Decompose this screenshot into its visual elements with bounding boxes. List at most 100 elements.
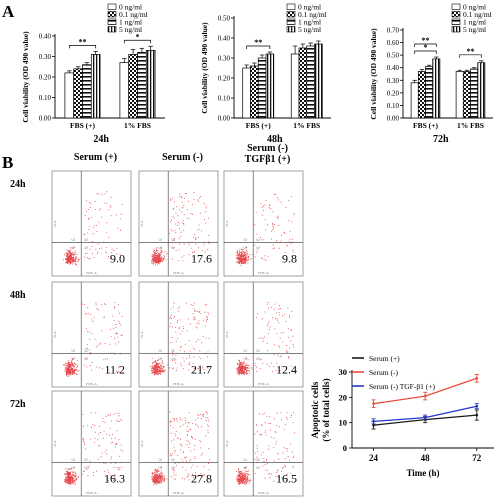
bar	[250, 65, 259, 119]
quadrant-label: Q3	[84, 465, 88, 469]
legend-swatch	[451, 26, 461, 33]
flow-dots	[149, 302, 210, 376]
quadrant-label: Q4	[159, 465, 163, 469]
bar-chart-24h: 0 ng/ml0.1 ng/ml1 ng/ml5 ng/ml 0.00 0.10 0.…	[21, 2, 165, 145]
quadrant-label: Q2	[256, 348, 260, 352]
y-tick-label: 0.00	[387, 115, 400, 123]
data-point	[372, 420, 375, 423]
quadrant-label: Q2	[171, 348, 175, 352]
legend-label: 0 ng/ml	[298, 2, 321, 11]
bar	[137, 52, 147, 119]
quadrant-label: Q3	[84, 356, 88, 360]
flow-dots	[235, 193, 295, 266]
bar	[298, 47, 308, 119]
flow-cytometry-grid: Serum (+) Serum (-)Serum (-)TGFβ1 (+)24h4…	[10, 143, 304, 497]
flow-dots	[236, 302, 294, 376]
bar	[314, 43, 323, 119]
flow-y-axis-label: PI-A	[53, 331, 57, 338]
data-point	[423, 394, 427, 398]
legend-label: 1 ng/ml	[119, 17, 142, 26]
legend-label: 5 ng/ml	[119, 25, 142, 34]
bar-chart-72h: 0 ng/ml0.1 ng/ml1 ng/ml5 ng/ml 0.00 0.10 0.…	[369, 2, 493, 145]
data-point	[372, 423, 375, 427]
significance-label: **	[79, 37, 87, 46]
flow-y-axis-label: PI-A	[53, 440, 57, 447]
legend-swatch	[107, 18, 117, 25]
quadrant-label: Q3	[256, 356, 260, 360]
category-label: FBS (+)	[246, 121, 271, 130]
y-axis-label: Cell viability (OD 490 value)	[200, 22, 209, 114]
apoptosis-percentage: 9.0	[110, 251, 125, 265]
legend-swatch	[286, 26, 296, 33]
y-tick-label: 0.20	[39, 74, 52, 82]
significance-bracket	[246, 45, 271, 49]
legend-label: 0 ng/ml	[119, 2, 142, 11]
quadrant-label: Q3	[84, 245, 88, 249]
quadrant-label: Q1	[244, 457, 248, 461]
bar	[425, 66, 434, 119]
category-label: FBS (+)	[413, 121, 438, 130]
bar	[82, 64, 92, 119]
y-tick-label: 0.10	[218, 95, 231, 103]
legend-label: 1 ng/ml	[463, 17, 486, 26]
bar	[410, 82, 419, 119]
significance-bracket	[68, 45, 97, 49]
legend-label: 0 ng/ml	[463, 2, 486, 11]
flow-x-axis-label: FITC-A	[86, 382, 97, 386]
flow-plot: Q1 Q2 Q3 Q4 FITC-A PI-A 9.0	[51, 170, 132, 277]
y-tick-label: 0.20	[387, 89, 400, 97]
significance-bracket	[414, 50, 437, 55]
legend-swatch	[286, 18, 296, 25]
quadrant-label: Q4	[244, 245, 248, 249]
flow-dots	[151, 411, 210, 486]
quadrant-label: Q2	[171, 457, 175, 461]
quadrant-label: Q2	[84, 457, 88, 461]
bar	[432, 58, 441, 119]
legend-swatch	[451, 18, 461, 25]
y-tick-label: 0.50	[218, 15, 231, 23]
flow-plot-frame	[138, 281, 219, 388]
y-tick-label: 0.20	[218, 75, 231, 83]
quadrant-label: Q4	[159, 356, 163, 360]
y-tick-label: 20	[339, 392, 348, 402]
data-point	[475, 404, 479, 408]
bar	[90, 54, 101, 119]
quadrant-label: Q3	[256, 245, 260, 249]
flow-x-axis-label: FITC-A	[173, 491, 184, 495]
quadrant-label: Q1	[72, 237, 76, 241]
panel-label-b: B	[2, 153, 13, 172]
flow-y-axis-label: PI-A	[225, 440, 229, 447]
flow-plot-frame	[51, 170, 132, 277]
column-header: Serum (+)	[74, 152, 117, 163]
y-tick-label: 0.70	[387, 27, 400, 35]
row-label: 24h	[10, 179, 26, 190]
bar	[462, 71, 471, 119]
quadrant-label: Q2	[256, 237, 260, 241]
y-tick-label: 0.00	[39, 115, 52, 123]
flow-plot: Q1 Q2 Q3 Q4 FITC-A PI-A 9.8	[223, 170, 304, 277]
legend-swatch	[451, 3, 461, 10]
flow-y-axis-label: PI-A	[225, 220, 229, 227]
flow-x-axis-label: FITC-A	[258, 382, 269, 386]
quadrant-label: Q1	[244, 348, 248, 352]
significance-label: **	[467, 47, 475, 56]
flow-plot: Q1 Q2 Q3 Q4 FITC-A PI-A 21.7	[138, 281, 219, 388]
quadrant-label: Q4	[159, 245, 163, 249]
y-tick-label: 0.30	[218, 55, 231, 63]
flow-x-axis-label: FITC-A	[173, 382, 184, 386]
quadrant-label: Q4	[244, 356, 248, 360]
legend-label: 1 ng/ml	[298, 17, 321, 26]
flow-x-axis-label: FITC-A	[258, 271, 269, 275]
quadrant-label: Q2	[84, 348, 88, 352]
significance-bracket	[459, 54, 482, 58]
quadrant-label: Q4	[72, 465, 76, 469]
bar	[242, 67, 251, 119]
y-axis-label: Cell viability (OD 490 value)	[21, 31, 30, 123]
bar-charts: 0 ng/ml0.1 ng/ml1 ng/ml5 ng/ml0.000.100.…	[21, 2, 493, 145]
quadrant-label: Q3	[256, 465, 260, 469]
bar	[128, 54, 138, 119]
category-label: 1% FBS	[457, 121, 484, 130]
flow-plot: Q1 Q2 Q3 Q4 FITC-A PI-A 16.3	[51, 390, 132, 497]
panel-label-a: A	[2, 2, 15, 21]
